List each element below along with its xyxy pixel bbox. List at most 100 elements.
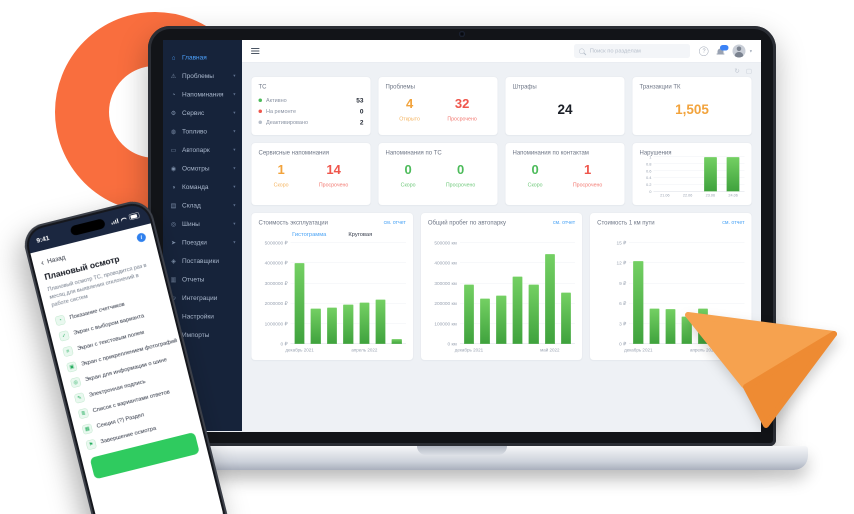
gridline xyxy=(629,282,745,284)
warehouse-icon: ▤ xyxy=(170,201,177,209)
x-tick-label: 21.06 xyxy=(660,193,670,198)
y-tick-label: 9 ₽ xyxy=(619,280,627,287)
chevron-down-icon: ▾ xyxy=(233,128,236,134)
stat-soon: 0 Скоро xyxy=(400,162,416,188)
suppliers-icon: ◈ xyxy=(171,257,176,265)
chart-slot xyxy=(665,243,676,344)
sidebar-item-label: Импорты xyxy=(182,331,210,339)
sidebar-item-label: Топливо xyxy=(182,127,208,136)
card-fuel-transactions: Транзакции ТК 1,505 xyxy=(632,76,752,136)
bar xyxy=(681,316,692,344)
sidebar-item-label: Напоминания xyxy=(182,90,224,99)
card-title: Транзакции ТК xyxy=(639,83,681,90)
sidebar-item-label: Интеграции xyxy=(182,294,218,302)
sidebar-item-problems[interactable]: ⚠ Проблемы ▾ xyxy=(163,67,242,86)
avatar[interactable] xyxy=(732,44,746,58)
bar xyxy=(375,299,386,344)
y-tick-label: 0.6 xyxy=(645,168,652,174)
refresh-icon[interactable]: ↻ xyxy=(734,67,740,75)
x-tick-label: май 2022 xyxy=(540,347,560,353)
chart-slot: апрель 2022 xyxy=(351,243,377,353)
signal-icon xyxy=(110,218,119,225)
fleet-icon: ▭ xyxy=(170,146,177,154)
legend-row-repair: На ремонте 0 xyxy=(258,108,364,115)
gridline xyxy=(629,303,745,304)
total-mileage-chart: 0 км 100000 км 200000 км 300000 км 400000 км… xyxy=(428,240,576,354)
fullscreen-icon[interactable]: ▢ xyxy=(745,67,752,75)
bar xyxy=(649,308,660,344)
bar xyxy=(528,284,539,344)
hamburger-menu-icon[interactable] xyxy=(251,48,260,54)
legend-row-deactivated: Деактивировано 2 xyxy=(258,119,364,126)
search-box[interactable] xyxy=(574,44,691,58)
bar xyxy=(463,284,475,344)
back-chevron-icon[interactable]: ‹ xyxy=(39,257,45,268)
chart-slot: 24.06 xyxy=(724,157,743,198)
see-report-link[interactable]: см. отчет xyxy=(722,219,745,226)
back-button[interactable]: Назад xyxy=(46,252,67,265)
chevron-down-icon[interactable]: ▾ xyxy=(749,48,752,54)
sidebar-item-warehouse[interactable]: ▤ Склад ▾ xyxy=(163,196,242,215)
fines-value: 24 xyxy=(557,102,573,117)
sidebar-item-inspections[interactable]: ◉ Осмотры ▾ xyxy=(163,159,242,178)
sidebar-item-label: Склад xyxy=(182,201,201,210)
sidebar-item-reports[interactable]: ▥ Отчеты xyxy=(163,270,242,289)
gridline xyxy=(290,303,406,304)
stat-overdue: 32 Просрочено xyxy=(447,96,477,122)
sidebar-item-label: Поездки xyxy=(182,238,207,247)
bar xyxy=(391,338,402,344)
chart-slot: 23.06 xyxy=(701,157,720,198)
signature-icon: ✎ xyxy=(73,392,86,404)
paper-plane-icon xyxy=(685,312,837,428)
y-tick-label: 0 ₽ xyxy=(280,341,288,347)
sidebar-item-fuel[interactable]: ◍ Топливо ▾ xyxy=(163,122,242,141)
info-icon[interactable]: i xyxy=(135,232,147,243)
battery-icon xyxy=(128,211,141,221)
tab-histogram[interactable]: Гистограмма xyxy=(292,231,327,238)
help-icon[interactable]: ? xyxy=(699,46,709,56)
inspection-steps-list: ◔ Показание счетчиков ✓ Экран с выбором вар… xyxy=(54,291,192,451)
see-report-link[interactable]: см. отчет xyxy=(552,219,576,226)
y-tick-label: 0 xyxy=(649,189,652,194)
y-tick-label: 500000 км xyxy=(434,240,457,246)
chart-card-total-mileage: Общий пробег по автопарку см. отчет 0 км… xyxy=(420,212,583,361)
sidebar-item-suppliers[interactable]: ◈ Поставщики xyxy=(163,252,242,271)
home-icon: ⌂ xyxy=(171,53,176,61)
bar xyxy=(326,307,338,344)
sidebar-item-reminders[interactable]: ◔ Напоминания ▾ xyxy=(163,85,242,104)
gridline xyxy=(629,242,745,243)
sidebar-item-team[interactable]: ◑ Команда ▾ xyxy=(163,178,242,197)
finish-icon: ⚑ xyxy=(85,438,97,451)
chart-slot: 22.06 xyxy=(678,157,697,198)
chart-card-operating-cost: Стоимость эксплуатации см. отчет Гистогр… xyxy=(251,212,414,361)
chevron-down-icon: ▾ xyxy=(233,165,236,171)
chart-slot xyxy=(528,243,539,344)
y-tick-label: 15 ₽ xyxy=(616,240,627,246)
sidebar-item-home[interactable]: ⌂ Главная xyxy=(163,48,242,67)
x-tick-label: декабрь 2021 xyxy=(624,347,653,353)
y-tick-label: 12 ₽ xyxy=(616,260,627,266)
chart-title: Общий пробег по автопарку xyxy=(427,219,507,226)
chevron-down-icon: ▾ xyxy=(233,110,236,115)
photo-icon: ▣ xyxy=(66,361,78,373)
sidebar-item-service[interactable]: ⚙ Сервис ▾ xyxy=(163,104,242,123)
search-input[interactable] xyxy=(588,47,686,55)
tire-info-icon: ◎ xyxy=(69,376,82,389)
card-title: Сервисные напоминания xyxy=(258,149,329,156)
sidebar-item-label: Главная xyxy=(182,53,207,62)
chevron-down-icon: ▾ xyxy=(233,91,236,97)
operating-cost-chart: 0 ₽ 1000000 ₽ 2000000 ₽ 3000000 ₽ 4000000 ₽ 5… xyxy=(259,240,406,354)
sidebar-item-tires[interactable]: ◎ Шины ▾ xyxy=(163,215,242,234)
y-tick-label: 1 xyxy=(649,154,652,160)
chart-slot xyxy=(480,243,491,344)
bar xyxy=(560,292,572,344)
see-report-link[interactable]: см. отчет xyxy=(383,219,406,226)
x-tick-label: апрель 2022 xyxy=(351,347,378,353)
tab-pie[interactable]: Круговая xyxy=(348,231,373,238)
sidebar-item-trips[interactable]: ➤ Поездки ▾ xyxy=(163,233,242,252)
notifications-button[interactable] xyxy=(716,44,729,55)
sidebar-item-fleet[interactable]: ▭ Автопарк ▾ xyxy=(163,141,242,160)
stat-open: 4 Открыто xyxy=(399,96,420,122)
y-tick-label: 0.8 xyxy=(645,161,652,167)
x-tick-label: апрель 2022 xyxy=(689,347,717,353)
